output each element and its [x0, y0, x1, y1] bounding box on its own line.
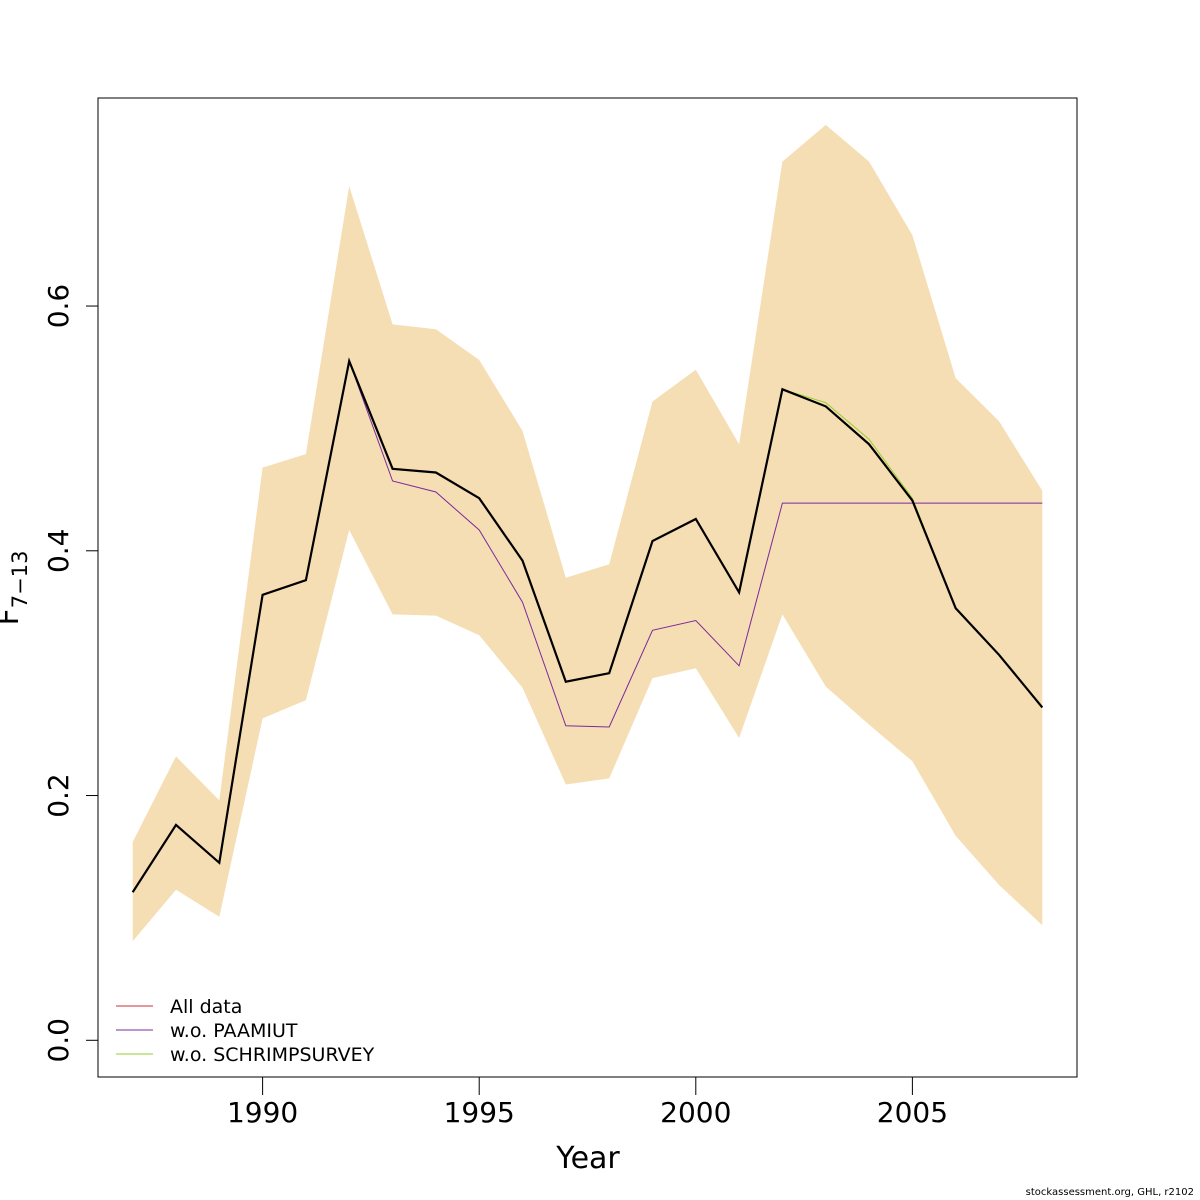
series-layer — [131, 357, 1044, 893]
x-tick-label-3: 2005 — [877, 1096, 948, 1129]
y-tick-label-text-3: 0.6 — [42, 284, 75, 329]
y-tick-label-3: 0.6 — [42, 284, 75, 329]
legend-label-2: w.o. SCHRIMPSURVEY — [170, 1044, 375, 1066]
y-tick-label-text-1: 0.2 — [42, 773, 75, 818]
legend-label-1: w.o. PAAMIUT — [170, 1020, 298, 1042]
svg-text:F7−13: F7−13 — [0, 551, 32, 626]
y-axis: 0.0 0.2 0.4 0.6 — [42, 284, 99, 1063]
x-axis: 1990 1995 2000 2005 — [227, 1076, 948, 1129]
y-axis-title-main: F — [0, 608, 26, 625]
x-tick-label-0: 1990 — [227, 1096, 298, 1129]
legend-label-0: All data — [170, 996, 242, 1018]
y-axis-title-sub: 7−13 — [8, 551, 32, 609]
confidence-band-layer — [132, 124, 1043, 942]
y-axis-title: F7−13 — [0, 551, 32, 626]
x-axis-title: Year — [555, 1141, 620, 1176]
y-tick-label-1: 0.2 — [42, 773, 75, 818]
credit-text: stockassessment.org, GHL, r2102 — [1025, 1187, 1194, 1198]
y-tick-label-text-0: 0.0 — [42, 1018, 75, 1063]
y-tick-label-text-2: 0.4 — [42, 529, 75, 574]
y-tick-label-2: 0.4 — [42, 529, 75, 574]
confidence-band — [132, 124, 1043, 942]
estimate-line — [131, 357, 1044, 893]
x-tick-label-2: 2000 — [660, 1096, 731, 1129]
y-tick-label-0: 0.0 — [42, 1018, 75, 1063]
x-tick-label-1: 1995 — [444, 1096, 515, 1129]
